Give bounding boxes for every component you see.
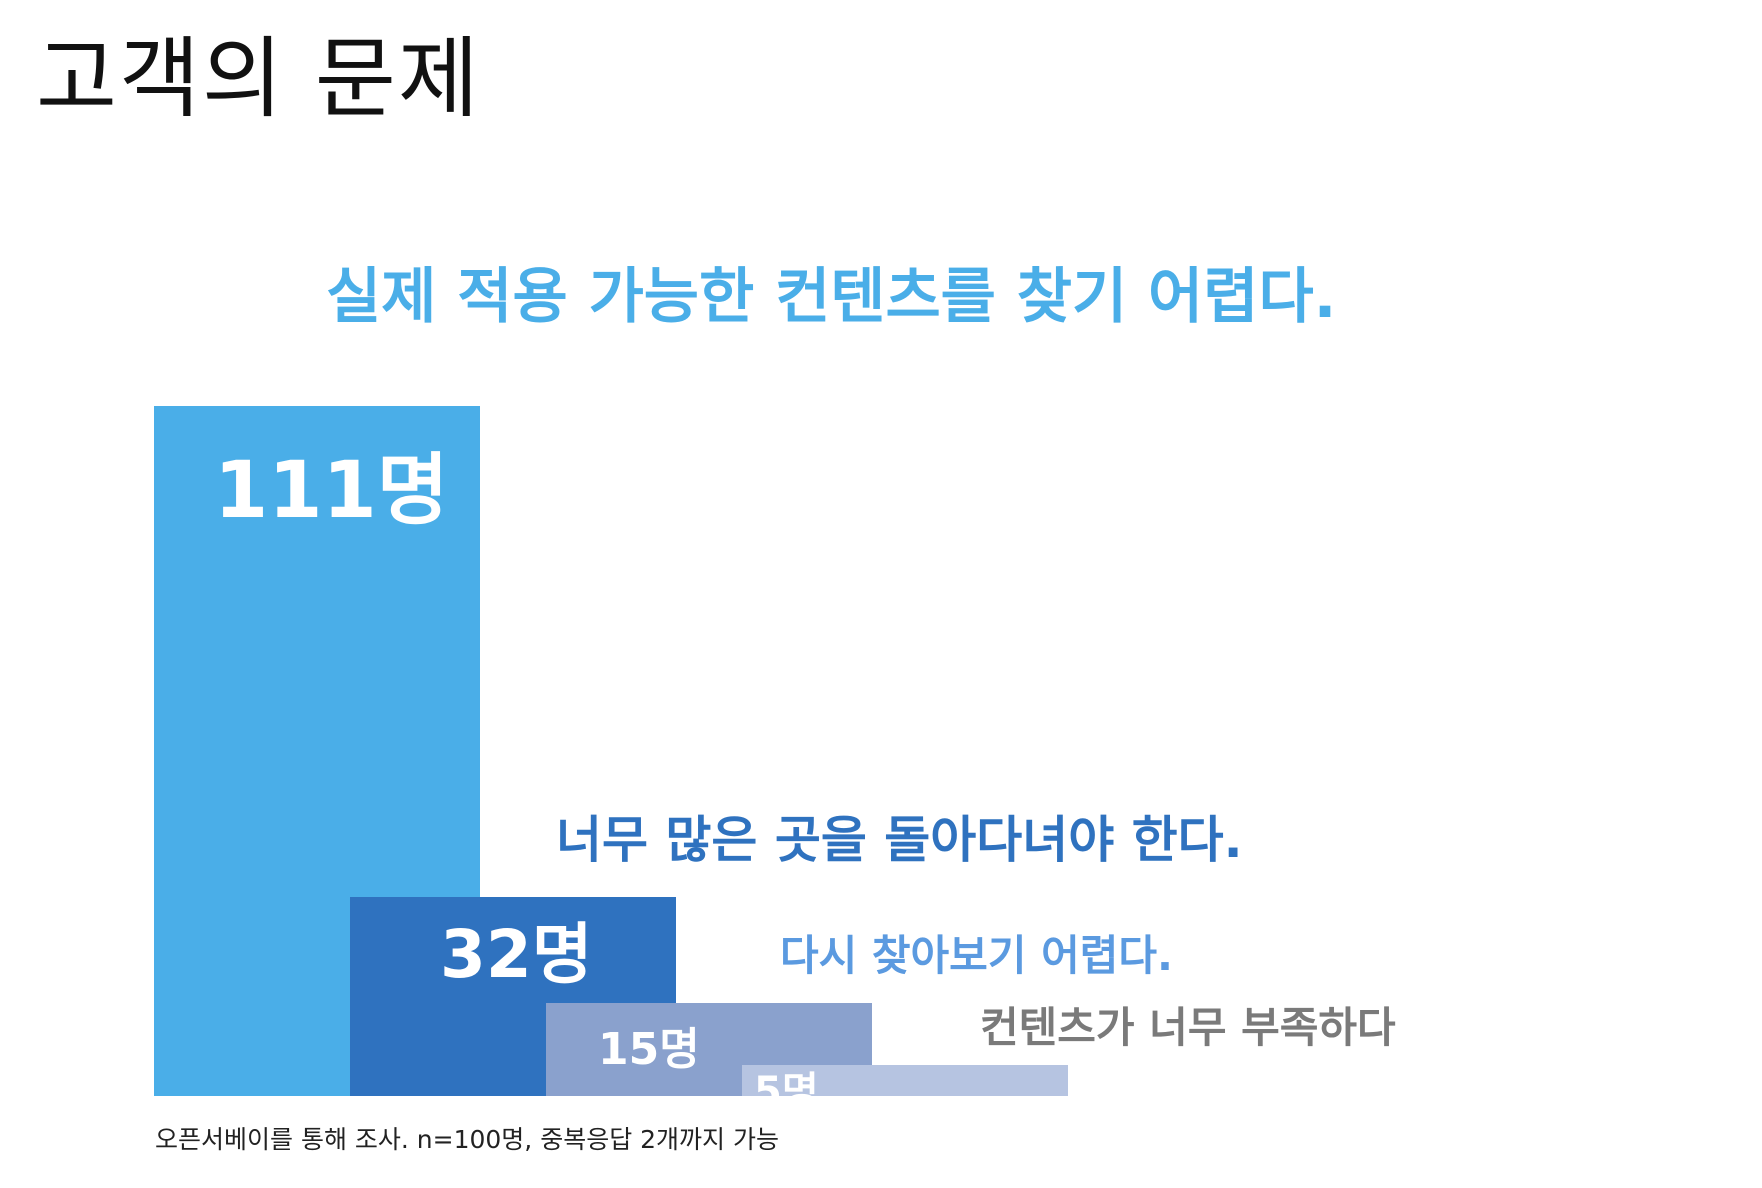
- footnote: 오픈서베이를 통해 조사. n=100명, 중복응답 2개까지 가능: [155, 1125, 779, 1154]
- category-label-1: 실제 적용 가능한 컨텐츠를 찾기 어렵다.: [326, 262, 1337, 332]
- category-label-4: 컨텐츠가 너무 부족하다: [980, 1003, 1396, 1052]
- category-label-2: 너무 많은 곳을 돌아다녀야 한다.: [556, 811, 1243, 869]
- bar-value-label-2: 32명: [440, 916, 593, 994]
- category-label-3: 다시 찾아보기 어렵다.: [780, 931, 1173, 980]
- bar-value-label-1: 111명: [214, 446, 449, 536]
- bar-value-label-3: 15명: [598, 1023, 700, 1075]
- bar-4: [742, 1064, 1068, 1096]
- page-title: 고객의 문제: [36, 27, 481, 130]
- bar-value-label-4: 5명: [754, 1068, 819, 1115]
